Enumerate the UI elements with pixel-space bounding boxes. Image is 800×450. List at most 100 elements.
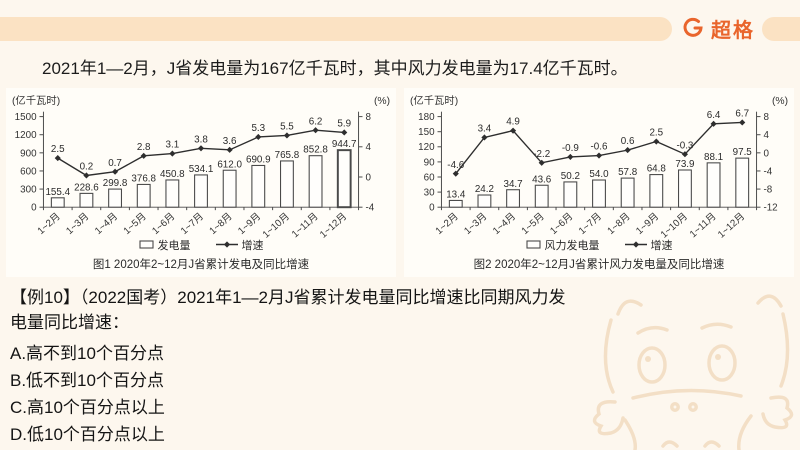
svg-text:(%): (%) xyxy=(772,96,788,107)
chart-panel-generation: (亿千瓦时) (%) 1500 1200 900 600 300 0 8 4 0 -4 155.4 1~2… xyxy=(6,88,396,277)
svg-text:0: 0 xyxy=(763,148,769,159)
svg-text:299.8: 299.8 xyxy=(103,178,128,189)
svg-text:50.2: 50.2 xyxy=(561,171,580,182)
svg-text:24.2: 24.2 xyxy=(475,184,494,195)
svg-text:1~6月: 1~6月 xyxy=(150,210,178,237)
svg-text:4: 4 xyxy=(365,142,371,153)
svg-text:(%): (%) xyxy=(374,96,390,107)
svg-text:1~6月: 1~6月 xyxy=(548,210,576,237)
svg-text:944.7: 944.7 xyxy=(332,139,357,150)
svg-text:88.1: 88.1 xyxy=(704,152,723,163)
svg-text:0: 0 xyxy=(429,203,435,214)
svg-text:34.7: 34.7 xyxy=(503,179,522,190)
svg-text:1~2月: 1~2月 xyxy=(35,210,63,237)
svg-text:(亿千瓦时): (亿千瓦时) xyxy=(12,94,60,107)
legend-item-line: 增速 xyxy=(215,237,264,253)
generation-chart: (亿千瓦时) (%) 1500 1200 900 600 300 0 8 4 0 -4 155.4 1~2… xyxy=(12,94,390,239)
svg-text:-4: -4 xyxy=(365,203,374,214)
svg-text:0.7: 0.7 xyxy=(108,158,122,169)
svg-text:1~12月: 1~12月 xyxy=(317,210,349,238)
svg-text:1~11月: 1~11月 xyxy=(289,210,320,238)
svg-text:150: 150 xyxy=(418,127,435,138)
brand-g-icon xyxy=(683,17,703,37)
svg-text:0: 0 xyxy=(31,203,37,214)
svg-text:1~10月: 1~10月 xyxy=(260,210,292,238)
legend-item-bar: 风力发电量 xyxy=(525,237,600,253)
question-block: 【例10】（2022国考）2021年1—2月J省累计发电量同比增速比同期风力发电… xyxy=(10,283,580,448)
legend-bar-label: 风力发电量 xyxy=(544,239,600,252)
svg-text:1~3月: 1~3月 xyxy=(462,210,490,237)
option-b: B.低不到10个百分点 xyxy=(10,371,164,390)
svg-text:1~10月: 1~10月 xyxy=(658,210,690,238)
svg-text:1~9月: 1~9月 xyxy=(634,210,662,237)
svg-text:-8: -8 xyxy=(763,185,772,196)
svg-text:3.1: 3.1 xyxy=(166,140,180,151)
svg-text:3.8: 3.8 xyxy=(194,134,208,145)
svg-text:1~7月: 1~7月 xyxy=(178,210,206,237)
mascot-watermark xyxy=(592,294,794,450)
header-band-right xyxy=(762,17,800,41)
question-stem: 【例10】（2022国考）2021年1—2月J省累计发电量同比增速比同期风力发电… xyxy=(10,283,580,333)
svg-text:155.4: 155.4 xyxy=(45,187,70,198)
svg-text:5.5: 5.5 xyxy=(280,122,294,133)
svg-text:6.7: 6.7 xyxy=(735,109,749,120)
svg-text:-0.6: -0.6 xyxy=(591,142,608,153)
legend-item-line: 增速 xyxy=(624,237,673,253)
svg-text:54.0: 54.0 xyxy=(589,169,609,180)
charts-row: (亿千瓦时) (%) 1500 1200 900 600 300 0 8 4 0 -4 155.4 1~2… xyxy=(6,88,794,277)
brand-logo: 超格 xyxy=(681,14,755,42)
question-label: 【例10】 xyxy=(10,288,80,307)
svg-text:1~11月: 1~11月 xyxy=(687,210,718,238)
svg-text:60: 60 xyxy=(424,172,435,183)
svg-text:228.6: 228.6 xyxy=(74,182,99,193)
svg-text:43.6: 43.6 xyxy=(532,174,552,185)
svg-text:1500: 1500 xyxy=(15,112,37,123)
svg-text:3.6: 3.6 xyxy=(223,136,237,147)
svg-text:5.3: 5.3 xyxy=(251,123,265,134)
svg-text:4.9: 4.9 xyxy=(506,117,520,128)
bar-swatch-icon xyxy=(138,240,154,249)
svg-text:180: 180 xyxy=(418,112,435,123)
svg-text:450.8: 450.8 xyxy=(160,169,185,180)
svg-text:-4.6: -4.6 xyxy=(447,160,464,171)
legend-line-label: 增速 xyxy=(241,239,264,252)
legend-item-bar: 发电量 xyxy=(138,237,191,253)
svg-text:64.8: 64.8 xyxy=(647,164,667,175)
svg-text:30: 30 xyxy=(424,188,435,199)
svg-text:612.0: 612.0 xyxy=(217,159,242,170)
line-swatch-icon xyxy=(624,241,647,248)
svg-text:2.8: 2.8 xyxy=(137,142,151,153)
svg-text:8: 8 xyxy=(365,112,371,123)
svg-text:6.2: 6.2 xyxy=(309,116,323,127)
svg-text:-4: -4 xyxy=(763,166,772,177)
legend-line-label: 增速 xyxy=(650,239,673,252)
svg-text:-0.3: -0.3 xyxy=(676,140,693,151)
svg-text:376.8: 376.8 xyxy=(131,173,156,184)
svg-text:1~12月: 1~12月 xyxy=(715,210,747,238)
svg-text:8: 8 xyxy=(763,112,769,123)
svg-text:1~4月: 1~4月 xyxy=(92,210,120,237)
svg-text:852.8: 852.8 xyxy=(303,145,328,156)
svg-text:0: 0 xyxy=(365,172,371,183)
svg-text:2.5: 2.5 xyxy=(51,144,65,155)
svg-text:2.5: 2.5 xyxy=(649,128,663,139)
legend-bar-label: 发电量 xyxy=(157,239,191,252)
intro-text: 2021年1—2月，J省发电量为167亿千瓦时，其中风力发电量为17.4亿千瓦时… xyxy=(42,59,628,78)
svg-text:300: 300 xyxy=(20,185,37,196)
svg-text:-12: -12 xyxy=(763,203,777,214)
question-source: （2022国考） xyxy=(79,288,178,307)
svg-text:765.8: 765.8 xyxy=(275,150,300,161)
svg-text:(亿千瓦时): (亿千瓦时) xyxy=(410,94,458,107)
svg-text:1~9月: 1~9月 xyxy=(236,210,264,237)
line-swatch-icon xyxy=(215,241,238,248)
svg-text:-2.2: -2.2 xyxy=(533,149,550,160)
chart2-legend: 风力发电量 增速 xyxy=(406,237,792,253)
svg-text:-0.9: -0.9 xyxy=(562,143,579,154)
svg-text:3.4: 3.4 xyxy=(478,124,492,135)
svg-text:1~8月: 1~8月 xyxy=(605,210,633,237)
wind-chart: (亿千瓦时) (%) 180 150 120 90 60 30 0 8 4 0 -4 -8 -12 13.4 1… xyxy=(410,94,788,239)
svg-text:0.2: 0.2 xyxy=(80,162,94,173)
option-d: D.低10个百分点以上 xyxy=(10,425,165,444)
svg-text:97.5: 97.5 xyxy=(733,147,753,158)
svg-text:73.9: 73.9 xyxy=(675,159,694,170)
